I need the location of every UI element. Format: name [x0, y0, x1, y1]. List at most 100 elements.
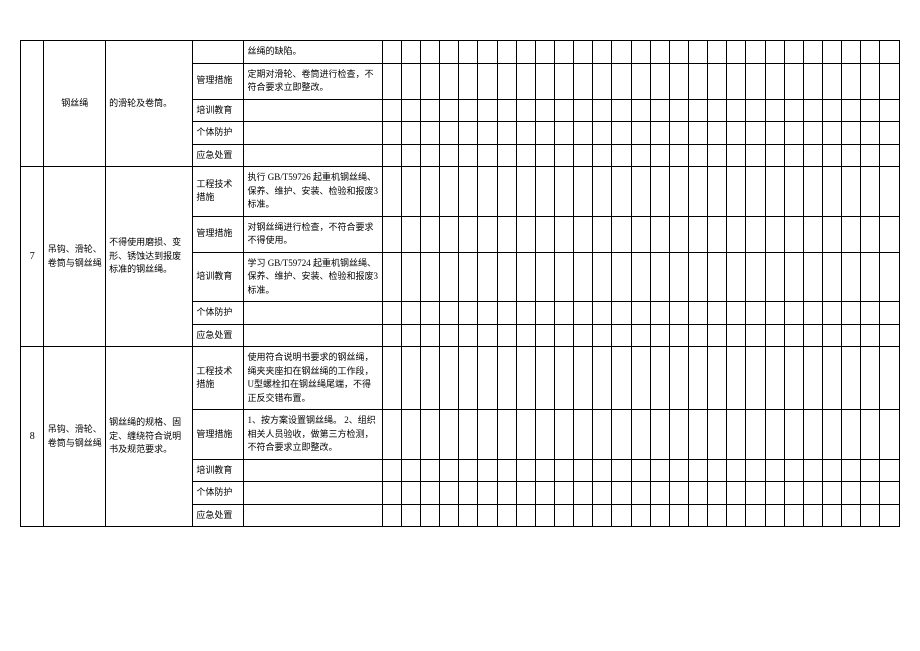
blank-cell: [421, 302, 440, 325]
blank-cell: [497, 347, 516, 410]
blank-cell: [574, 504, 593, 527]
blank-cell: [880, 347, 900, 410]
blank-cell: [535, 410, 554, 460]
blank-cell: [823, 144, 842, 167]
measure-category: 个体防护: [193, 482, 244, 505]
blank-cell: [382, 252, 401, 302]
blank-cell: [555, 99, 574, 122]
blank-cell: [478, 302, 497, 325]
row-item: 吊钩、滑轮、卷筒与钢丝绳: [44, 167, 106, 347]
blank-cell: [574, 410, 593, 460]
blank-cell: [574, 167, 593, 217]
blank-cell: [593, 122, 612, 145]
blank-cell: [516, 122, 535, 145]
blank-cell: [727, 324, 746, 347]
blank-cell: [535, 504, 554, 527]
blank-cell: [555, 252, 574, 302]
measure-detail: [244, 324, 382, 347]
row-item: 钢丝绳: [44, 41, 106, 167]
blank-cell: [880, 216, 900, 252]
blank-cell: [708, 302, 727, 325]
blank-cell: [459, 216, 478, 252]
blank-cell: [555, 302, 574, 325]
blank-cell: [708, 459, 727, 482]
blank-cell: [631, 504, 650, 527]
document-page: 钢丝绳的滑轮及卷筒。丝绳的缺陷。管理措施定期对滑轮、卷筒进行检查，不符合要求立即…: [20, 40, 900, 527]
blank-cell: [727, 459, 746, 482]
blank-cell: [823, 99, 842, 122]
blank-cell: [669, 504, 688, 527]
blank-cell: [784, 347, 803, 410]
blank-cell: [689, 41, 708, 64]
blank-cell: [765, 216, 784, 252]
blank-cell: [880, 410, 900, 460]
blank-cell: [842, 167, 861, 217]
blank-cell: [842, 410, 861, 460]
blank-cell: [459, 482, 478, 505]
blank-cell: [727, 144, 746, 167]
blank-cell: [535, 167, 554, 217]
measure-category: 培训教育: [193, 252, 244, 302]
blank-cell: [555, 347, 574, 410]
blank-cell: [593, 482, 612, 505]
blank-cell: [440, 302, 459, 325]
blank-cell: [650, 252, 669, 302]
blank-cell: [516, 410, 535, 460]
blank-cell: [650, 144, 669, 167]
blank-cell: [497, 99, 516, 122]
blank-cell: [555, 459, 574, 482]
blank-cell: [803, 41, 822, 64]
blank-cell: [459, 144, 478, 167]
blank-cell: [574, 482, 593, 505]
blank-cell: [382, 167, 401, 217]
blank-cell: [612, 482, 631, 505]
blank-cell: [803, 167, 822, 217]
blank-cell: [535, 144, 554, 167]
blank-cell: [535, 63, 554, 99]
blank-cell: [861, 324, 880, 347]
blank-cell: [593, 99, 612, 122]
blank-cell: [516, 347, 535, 410]
blank-cell: [727, 252, 746, 302]
blank-cell: [746, 459, 765, 482]
blank-cell: [842, 122, 861, 145]
blank-cell: [727, 167, 746, 217]
blank-cell: [535, 302, 554, 325]
blank-cell: [784, 122, 803, 145]
blank-cell: [784, 41, 803, 64]
blank-cell: [401, 302, 420, 325]
blank-cell: [689, 459, 708, 482]
blank-cell: [784, 167, 803, 217]
row-index: 8: [21, 347, 44, 527]
blank-cell: [497, 216, 516, 252]
blank-cell: [459, 302, 478, 325]
blank-cell: [593, 41, 612, 64]
blank-cell: [784, 99, 803, 122]
blank-cell: [497, 122, 516, 145]
blank-cell: [555, 482, 574, 505]
blank-cell: [842, 482, 861, 505]
blank-cell: [382, 122, 401, 145]
blank-cell: [727, 41, 746, 64]
blank-cell: [823, 167, 842, 217]
measure-category: 工程技术措施: [193, 167, 244, 217]
measure-detail: [244, 504, 382, 527]
blank-cell: [574, 324, 593, 347]
blank-cell: [842, 252, 861, 302]
blank-cell: [823, 324, 842, 347]
blank-cell: [669, 324, 688, 347]
blank-cell: [689, 302, 708, 325]
blank-cell: [382, 504, 401, 527]
blank-cell: [516, 41, 535, 64]
blank-cell: [689, 482, 708, 505]
blank-cell: [803, 482, 822, 505]
blank-cell: [631, 167, 650, 217]
blank-cell: [765, 347, 784, 410]
blank-cell: [708, 347, 727, 410]
blank-cell: [784, 302, 803, 325]
blank-cell: [382, 41, 401, 64]
blank-cell: [842, 302, 861, 325]
blank-cell: [784, 144, 803, 167]
blank-cell: [421, 504, 440, 527]
blank-cell: [497, 252, 516, 302]
